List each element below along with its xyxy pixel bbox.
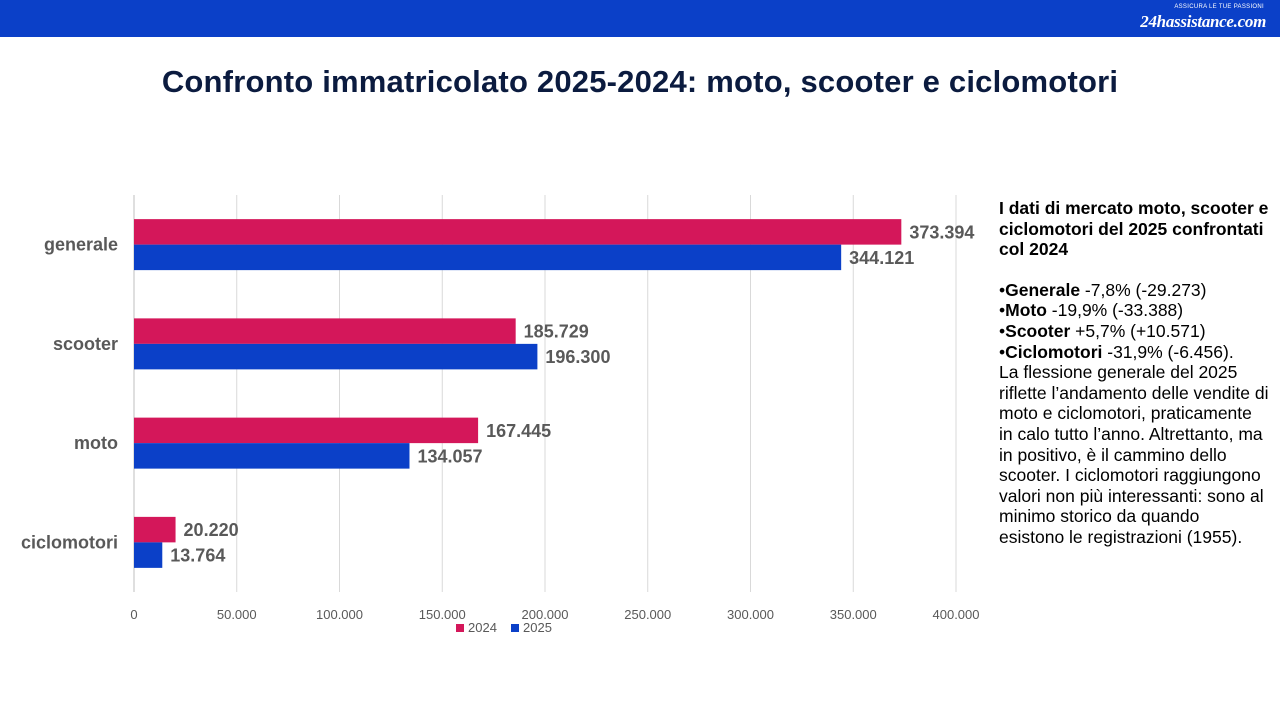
- bullet-item: •Generale -7,8% (-29.273): [999, 279, 1207, 300]
- legend-swatch-2024: [456, 624, 464, 632]
- bar-chart: 373.394 344.121 185.729 196.300 167.445134.0…: [21, 195, 980, 635]
- bullet-item: •Ciclomotori -31,9% (-6.456).: [999, 341, 1234, 362]
- bar-2025-scooter: [134, 343, 538, 370]
- bar-2024-scooter: [134, 318, 516, 344]
- legend-label: 2024: [468, 620, 497, 635]
- logo-brand: 24hassistance.com: [1140, 12, 1266, 31]
- data-label: 13.764: [170, 546, 225, 566]
- data-label: 20.220: [184, 520, 239, 540]
- bar-2025-moto: [134, 443, 410, 469]
- bullet-label: Scooter: [1005, 320, 1071, 341]
- data-label: 373.394: [909, 222, 974, 242]
- category-label: generale: [44, 235, 118, 255]
- chart-ticks: 0 50.000 100.000 150.000 200.000 250.000 300.0…: [130, 607, 979, 622]
- bullet-item: •Moto -19,9% (-33.388): [999, 300, 1184, 321]
- bullet-list: •Generale -7,8% (-29.273) •Moto -19,9% (…: [999, 280, 1269, 362]
- data-label: 167.445: [486, 421, 551, 441]
- x-tick-label: 250.000: [624, 607, 671, 622]
- category-label: ciclomotori: [21, 532, 118, 552]
- category-label: scooter: [53, 334, 118, 354]
- bullet-item: •Scooter +5,7% (+10.571): [999, 320, 1206, 341]
- top-bar: ASSICURA LE TUE PASSIONI 24hassistance.c…: [0, 0, 1280, 37]
- side-heading: I dati di mercato moto, scooter e ciclom…: [999, 198, 1269, 260]
- x-tick-label: 0: [130, 607, 137, 622]
- data-label: 134.057: [417, 446, 482, 466]
- bullet-text: +5,7% (+10.571): [1070, 320, 1206, 341]
- x-tick-label: 50.000: [217, 607, 257, 622]
- data-label: 185.729: [524, 322, 589, 342]
- bullet-label: Ciclomotori: [1005, 341, 1103, 362]
- legend-swatch-2025: [511, 624, 519, 632]
- x-tick-label: 350.000: [830, 607, 877, 622]
- data-label: 196.300: [545, 347, 610, 367]
- bar-2025-ciclomotori: [134, 542, 163, 568]
- data-label: 344.121: [849, 248, 914, 268]
- x-tick-label: 300.000: [727, 607, 774, 622]
- x-tick-label: 400.000: [933, 607, 980, 622]
- chart-categories: generale scooter moto ciclomotori: [21, 235, 118, 553]
- bullet-label: Generale: [1005, 279, 1081, 300]
- x-tick-label: 150.000: [419, 607, 466, 622]
- x-tick-label: 200.000: [522, 607, 569, 622]
- chart-bars: 373.394 344.121 185.729 196.300 167.445134.0…: [134, 219, 974, 568]
- bullet-text: -31,9% (-6.456).: [1102, 341, 1234, 362]
- x-tick-label: 100.000: [316, 607, 363, 622]
- bar-2024-ciclomotori: [134, 516, 176, 543]
- category-label: moto: [74, 433, 118, 453]
- side-text: I dati di mercato moto, scooter e ciclom…: [999, 198, 1269, 548]
- brand-logo[interactable]: ASSICURA LE TUE PASSIONI 24hassistance.c…: [1136, 3, 1266, 35]
- logo-tagline: ASSICURA LE TUE PASSIONI: [1174, 4, 1264, 10]
- bar-2024-generale: [134, 219, 902, 245]
- bullet-label: Moto: [1005, 300, 1047, 321]
- page-title: Confronto immatricolato 2025-2024: moto,…: [161, 64, 1119, 99]
- side-paragraph: La flessione generale del 2025 riflette …: [999, 362, 1269, 547]
- bar-2024-moto: [134, 417, 479, 444]
- bullet-text: -19,9% (-33.388): [1046, 300, 1184, 321]
- chart-legend: 2024 2025: [456, 620, 552, 635]
- bullet-text: -7,8% (-29.273): [1080, 279, 1207, 300]
- bar-2025-generale: [134, 244, 842, 271]
- legend-label: 2025: [523, 620, 552, 635]
